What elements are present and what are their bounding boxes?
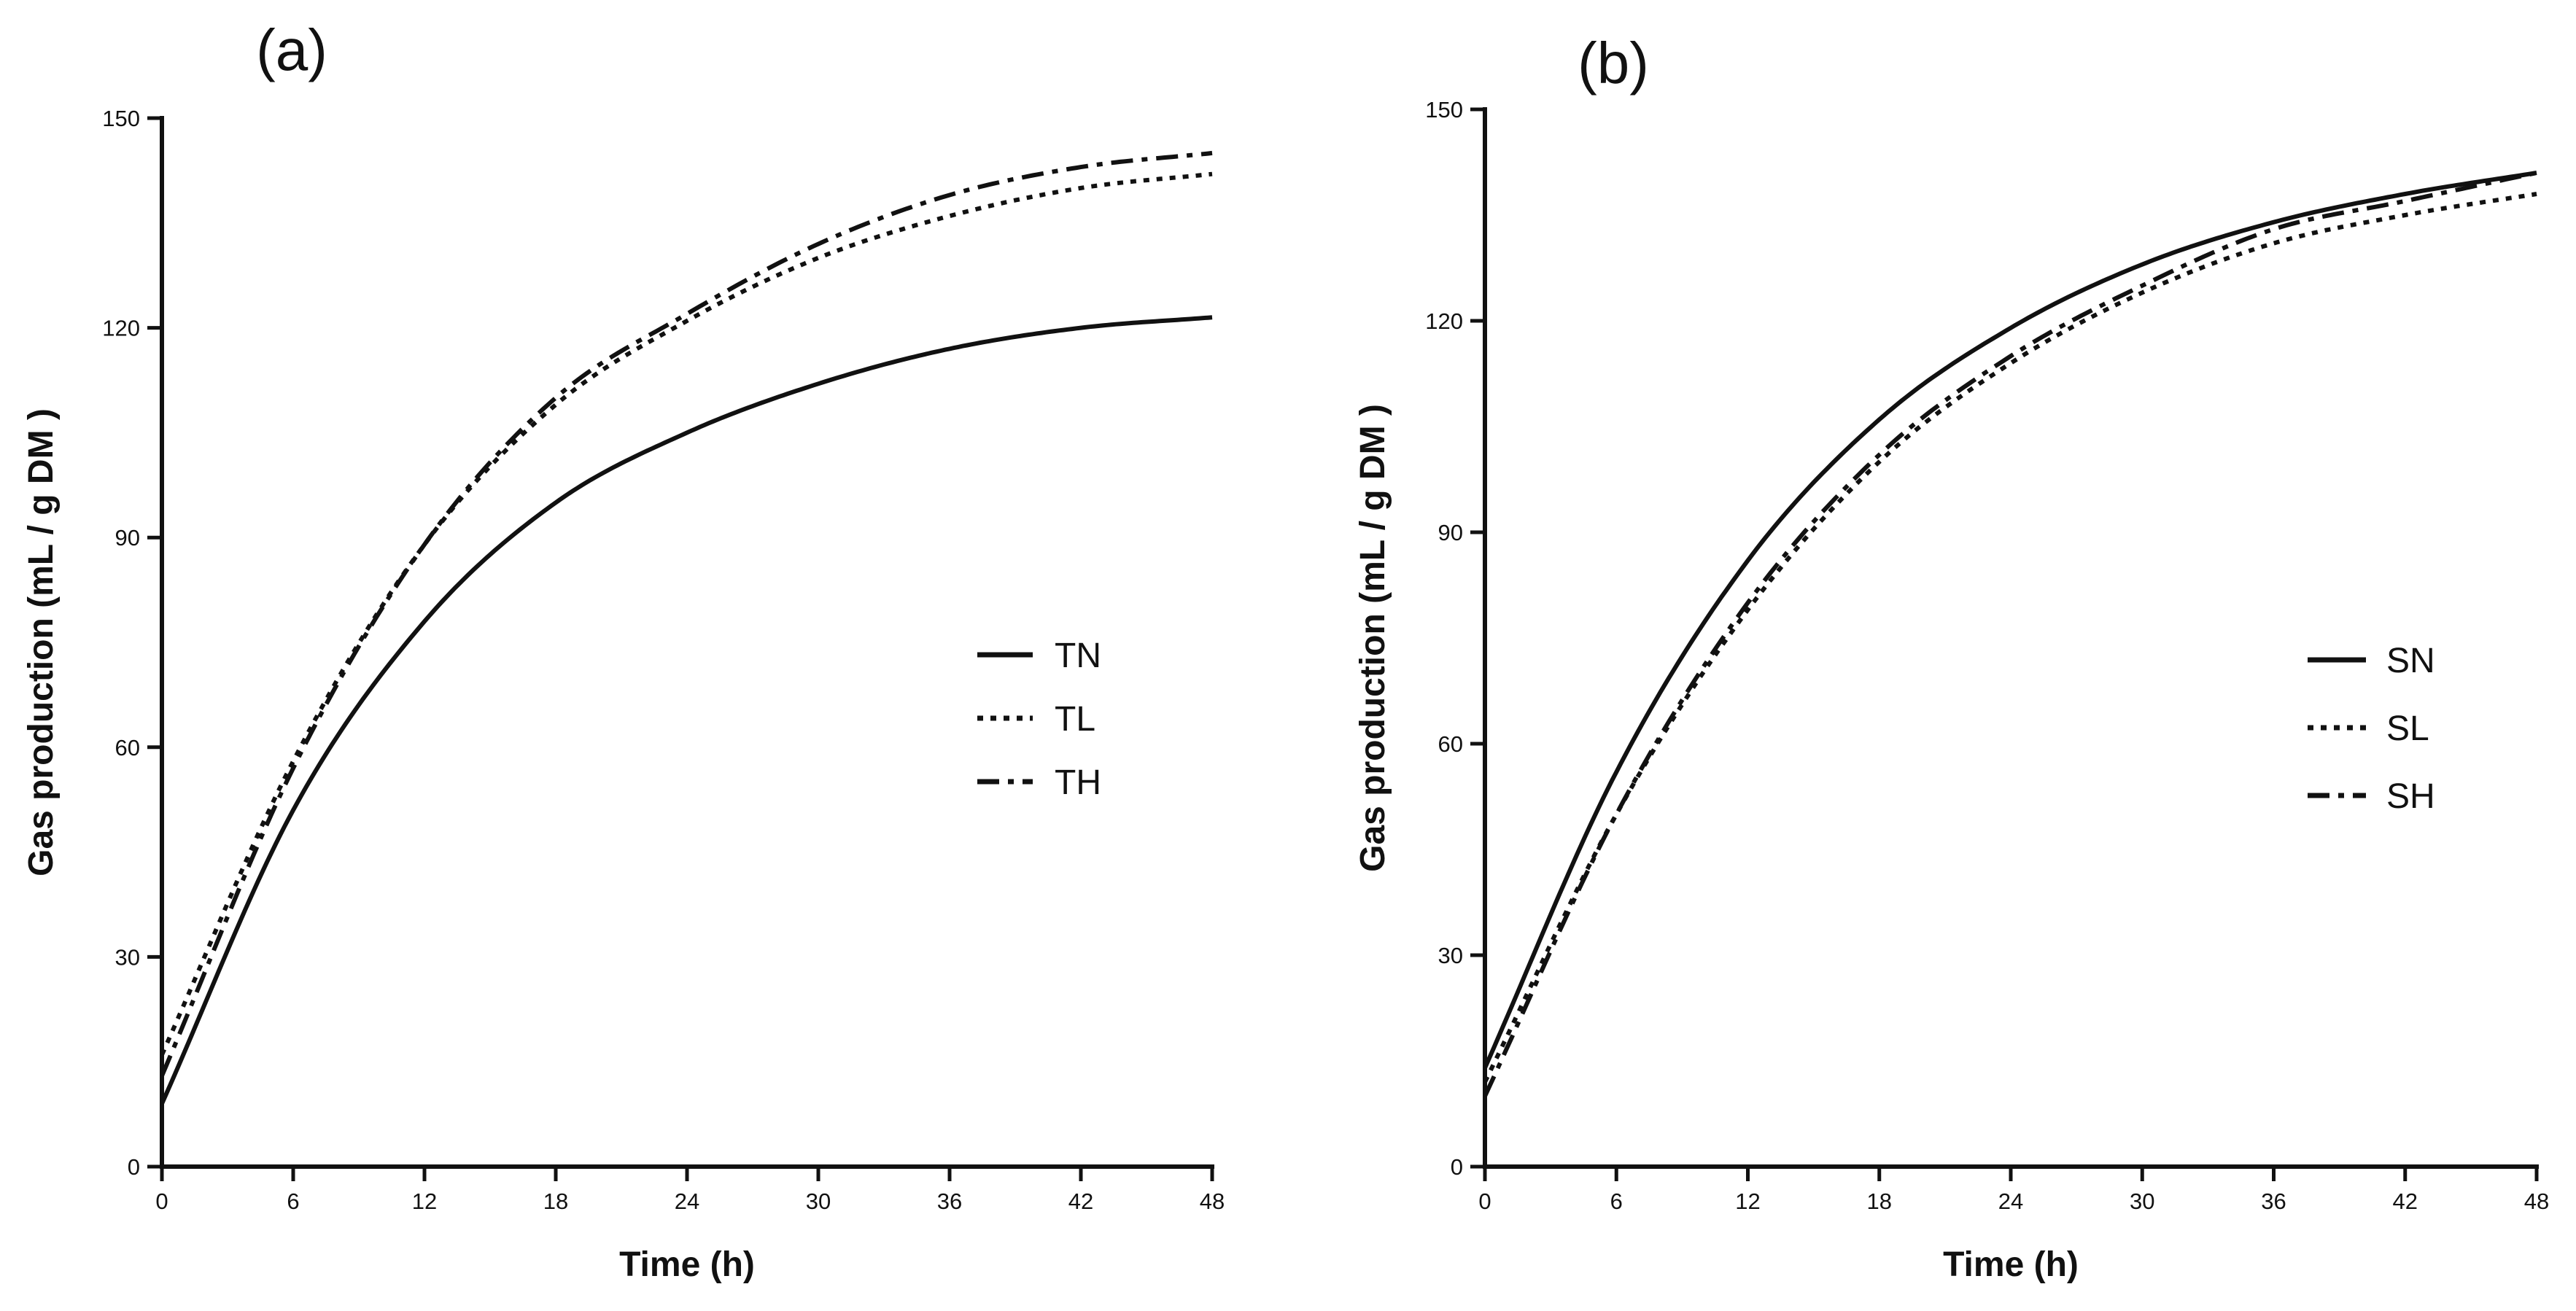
y-tick-label: 90	[1438, 520, 1463, 545]
x-tick-label: 0	[155, 1189, 168, 1214]
y-tick-label: 120	[1425, 308, 1463, 334]
y-tick-label: 150	[102, 106, 140, 131]
y-tick-label: 0	[128, 1154, 140, 1180]
x-tick-label: 30	[806, 1189, 831, 1214]
y-tick-label: 30	[115, 944, 140, 970]
x-tick-label: 36	[937, 1189, 962, 1214]
legend-label-tl: TL	[1055, 700, 1095, 739]
panel-a-chart: (a) 0 30 60 90 120 150 0 6 12 18 24 30 36 42 48 Time (h)…	[22, 17, 1225, 1284]
x-tick-label: 30	[2130, 1189, 2154, 1214]
legend-label-sh: SH	[2386, 777, 2435, 816]
series-line-th	[160, 150, 1213, 1077]
x-tick-label: 0	[1478, 1189, 1491, 1214]
y-tick-label: 30	[1438, 943, 1463, 968]
x-tick-label: 18	[1867, 1189, 1892, 1214]
x-tick-label: 42	[2393, 1189, 2418, 1214]
x-axis-title: Time (h)	[1943, 1245, 2079, 1284]
x-tick-label: 12	[412, 1189, 437, 1214]
x-tick-label: 48	[1200, 1189, 1225, 1214]
y-tick-label: 150	[1425, 97, 1463, 122]
x-tick-label: 18	[543, 1189, 568, 1214]
y-tick-label: 120	[102, 316, 140, 341]
x-tick-label: 6	[287, 1189, 299, 1214]
panel-label-a: (a)	[256, 17, 327, 82]
series-line-tn	[160, 315, 1213, 1105]
x-tick-label: 24	[1998, 1189, 2023, 1214]
x-tick-label: 12	[1735, 1189, 1760, 1214]
y-tick-label: 60	[1438, 731, 1463, 757]
y-axis-title: Gas production (mL / g DM )	[1354, 404, 1392, 872]
x-tick-label: 6	[1610, 1189, 1623, 1214]
series-line-sn	[1483, 171, 2537, 1069]
x-tick-label: 42	[1068, 1189, 1093, 1214]
y-tick-label: 60	[115, 735, 140, 760]
x-tick-label: 48	[2524, 1189, 2549, 1214]
x-tick-label: 24	[675, 1189, 699, 1214]
series-line-sh	[1483, 171, 2537, 1097]
panel-b-chart: (b) 0 30 60 90 120 150 0 6 12 18 24 30 36 42 48 Time (h)…	[1354, 31, 2549, 1284]
legend-label-sl: SL	[2386, 709, 2429, 748]
legend-label-tn: TN	[1055, 637, 1101, 675]
panel-label-b: (b)	[1578, 31, 1649, 96]
legend-label-sn: SN	[2386, 642, 2435, 680]
series-line-tl	[160, 171, 1213, 1056]
x-tick-label: 36	[2261, 1189, 2286, 1214]
x-axis-title: Time (h)	[619, 1245, 755, 1284]
y-tick-label: 0	[1451, 1154, 1463, 1180]
y-axis-title: Gas production (mL / g DM )	[22, 408, 61, 876]
legend-label-th: TH	[1055, 763, 1101, 802]
y-tick-label: 90	[115, 525, 140, 551]
